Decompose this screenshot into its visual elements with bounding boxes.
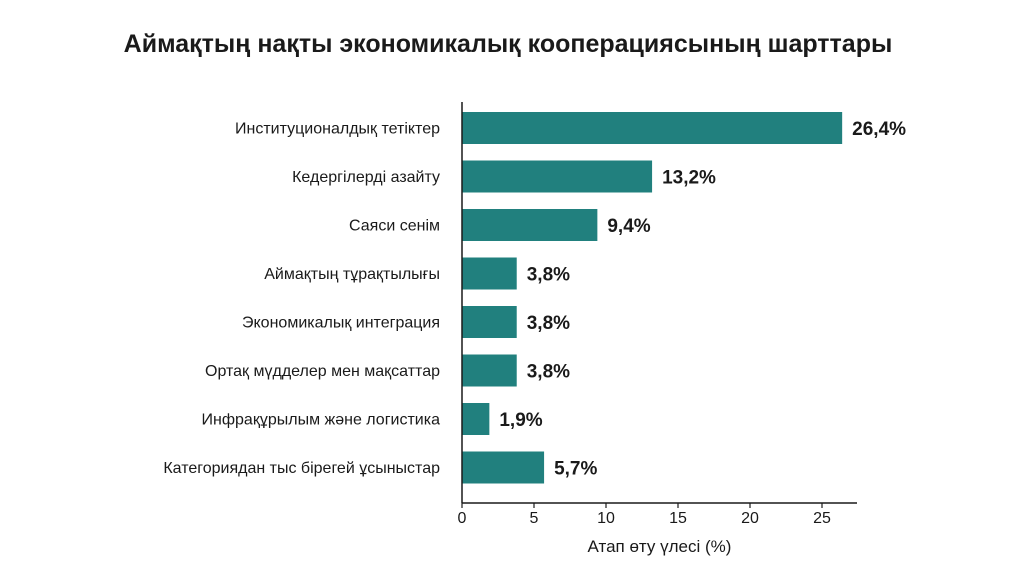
x-tick-label: 25 [813, 510, 831, 527]
bar [462, 112, 843, 144]
category-label: Институционалдық тетіктер [235, 121, 440, 138]
value-label: 5,7% [554, 459, 597, 480]
value-label: 3,8% [527, 265, 570, 286]
bar [462, 257, 517, 290]
value-label: 13,2% [662, 168, 716, 189]
category-label: Кедергілерді азайту [292, 169, 440, 186]
bar [462, 451, 545, 484]
x-tick-label: 5 [530, 510, 539, 527]
x-tick-label: 20 [741, 510, 759, 527]
bar [462, 354, 517, 387]
value-label: 3,8% [527, 313, 570, 334]
x-tick-label: 15 [669, 510, 687, 527]
x-tick-label: 10 [597, 510, 615, 527]
x-axis-label: Атап өту үлесі (%) [588, 537, 732, 556]
category-label: Категориядан тыс бірегей ұсыныстар [163, 460, 440, 477]
category-label: Ортақ мүдделер мен мақсаттар [205, 363, 440, 380]
bar [462, 306, 517, 338]
value-label: 3,8% [527, 362, 570, 383]
value-label: 9,4% [607, 216, 650, 237]
value-label: 26,4% [852, 119, 906, 140]
bar [462, 209, 598, 241]
category-label: Саяси сенім [349, 218, 440, 235]
x-tick-label: 0 [458, 510, 467, 527]
category-label: Экономикалық интеграция [242, 315, 440, 332]
chart-title: Аймақтың нақты экономикалық кооперациясы… [123, 30, 893, 58]
bar [462, 403, 490, 435]
value-label: 1,9% [499, 410, 542, 431]
bar [462, 160, 653, 193]
category-label: Аймақтың тұрақтылығы [264, 266, 440, 283]
category-label: Инфрақұрылым және логистика [202, 412, 441, 429]
